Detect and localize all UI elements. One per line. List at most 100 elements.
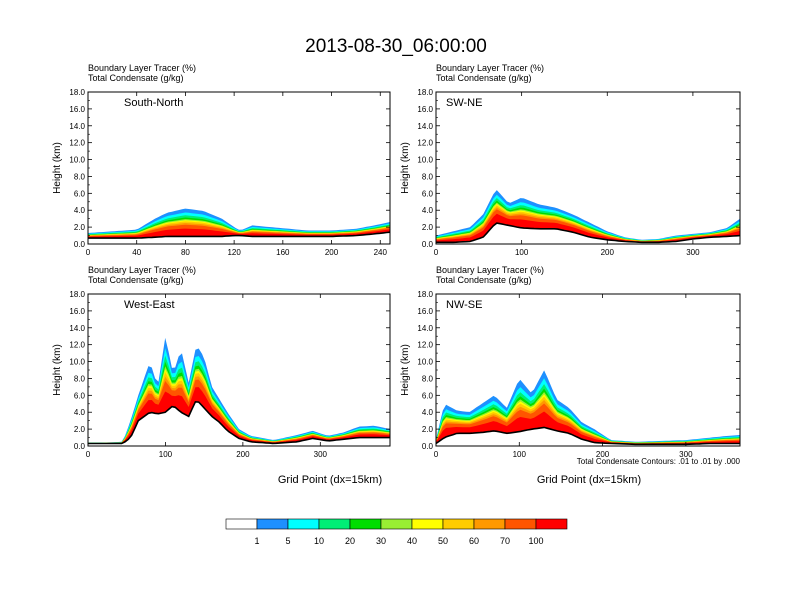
plot-frame (87, 91, 391, 245)
y-tick-label: 6.0 (422, 189, 434, 198)
colorbar-label: 5 (285, 536, 290, 546)
panel-string-tracer: Boundary Layer Tracer (%) (436, 265, 544, 275)
x-tick-label: 80 (181, 248, 190, 257)
colorbar-box (442, 518, 475, 530)
panel-name: West-East (124, 299, 175, 311)
x-tick-label: 0 (434, 248, 439, 257)
colorbar-box (349, 518, 382, 530)
x-tick-label: 300 (686, 248, 700, 257)
x-tick-label: 100 (513, 450, 527, 459)
y-tick-label: 18.0 (417, 88, 433, 97)
y-tick-label: 8.0 (422, 374, 434, 383)
y-tick-label: 2.0 (422, 223, 434, 232)
panel-string-condensate: Total Condensate (g/kg) (436, 275, 532, 285)
panel-west-east: Boundary Layer Tracer (%)Total Condensat… (52, 265, 391, 459)
colorbar-label: 30 (376, 536, 386, 546)
x-axis-label-right: Grid Point (dx=15km) (537, 474, 641, 486)
panel-string-condensate: Total Condensate (g/kg) (88, 73, 184, 83)
colorbar-label: 20 (345, 536, 355, 546)
y-tick-label: 10.0 (69, 358, 85, 367)
y-axis-label: Height (km) (400, 344, 411, 396)
x-tick-label: 160 (276, 248, 290, 257)
contour-info: Total Condensate Contours: .01 to .01 by… (577, 457, 741, 466)
colorbar-box (411, 518, 444, 530)
colorbar-label: 1 (254, 536, 259, 546)
terrain-fill (88, 232, 390, 244)
y-tick-label: 12.0 (69, 139, 85, 148)
colorbar-box (380, 518, 413, 530)
terrain-line (88, 231, 391, 239)
y-tick-label: 16.0 (417, 307, 433, 316)
y-axis-label: Height (km) (52, 142, 63, 194)
x-tick-label: 40 (132, 248, 141, 257)
y-tick-label: 8.0 (422, 172, 434, 181)
colorbar-label: 100 (528, 536, 543, 546)
y-tick-label: 12.0 (417, 341, 433, 350)
x-tick-label: 0 (86, 450, 91, 459)
y-tick-label: 8.0 (74, 172, 86, 181)
colorbar-box (473, 518, 506, 530)
colorbar-box (225, 518, 258, 530)
y-tick-label: 4.0 (422, 408, 434, 417)
colorbar-box (256, 518, 289, 530)
y-tick-label: 0.0 (422, 442, 434, 451)
panels: Boundary Layer Tracer (%)Total Condensat… (52, 63, 741, 459)
terrain-line (436, 222, 741, 244)
y-tick-label: 4.0 (422, 206, 434, 215)
x-tick-label: 120 (227, 248, 241, 257)
y-tick-label: 4.0 (74, 206, 86, 215)
colorbar-box (504, 518, 537, 530)
y-tick-label: 10.0 (417, 358, 433, 367)
figure-title: 2013-08-30_06:00:00 (305, 36, 487, 57)
panel-string-condensate: Total Condensate (g/kg) (436, 73, 532, 83)
y-tick-label: 10.0 (69, 156, 85, 165)
y-tick-label: 6.0 (74, 391, 86, 400)
y-tick-label: 14.0 (69, 122, 85, 131)
terrain-fill (436, 427, 740, 446)
y-tick-label: 2.0 (74, 223, 86, 232)
y-tick-label: 6.0 (422, 391, 434, 400)
x-tick-label: 200 (596, 450, 610, 459)
y-tick-label: 0.0 (422, 240, 434, 249)
colorbar-label: 50 (438, 536, 448, 546)
y-axis-label: Height (km) (52, 344, 63, 396)
colorbar-box (318, 518, 351, 530)
panel-name: NW-SE (446, 299, 482, 311)
x-tick-label: 240 (374, 248, 388, 257)
y-tick-label: 16.0 (417, 105, 433, 114)
y-tick-label: 2.0 (74, 425, 86, 434)
colorbar-label: 70 (500, 536, 510, 546)
y-tick-label: 8.0 (74, 374, 86, 383)
panel-south-north: Boundary Layer Tracer (%)Total Condensat… (52, 63, 391, 257)
panel-string-tracer: Boundary Layer Tracer (%) (436, 63, 544, 73)
colorbar-box (287, 518, 320, 530)
terrain-line (88, 400, 390, 445)
x-tick-label: 0 (434, 450, 439, 459)
x-tick-label: 300 (679, 450, 693, 459)
x-tick-label: 200 (236, 450, 250, 459)
y-tick-label: 2.0 (422, 425, 434, 434)
x-axis-label-left: Grid Point (dx=15km) (278, 474, 382, 486)
y-axis-label: Height (km) (400, 142, 411, 194)
y-tick-label: 14.0 (417, 324, 433, 333)
x-tick-label: 100 (515, 248, 529, 257)
y-tick-label: 16.0 (69, 105, 85, 114)
panel-name: South-North (124, 97, 183, 109)
x-tick-label: 300 (314, 450, 328, 459)
x-tick-label: 200 (601, 248, 615, 257)
panel-nw-se: Boundary Layer Tracer (%)Total Condensat… (400, 265, 741, 459)
colorbar-box (535, 518, 568, 530)
panel-string-tracer: Boundary Layer Tracer (%) (88, 265, 196, 275)
y-tick-label: 18.0 (417, 290, 433, 299)
terrain-line (435, 426, 740, 446)
panel-name: SW-NE (446, 97, 482, 109)
panel-sw-ne: Boundary Layer Tracer (%)Total Condensat… (400, 63, 741, 257)
terrain-fill (436, 223, 740, 244)
colorbar-label: 40 (407, 536, 417, 546)
y-tick-label: 12.0 (69, 341, 85, 350)
y-tick-label: 18.0 (69, 290, 85, 299)
y-tick-label: 14.0 (417, 122, 433, 131)
y-tick-label: 16.0 (69, 307, 85, 316)
panel-string-condensate: Total Condensate (g/kg) (88, 275, 184, 285)
